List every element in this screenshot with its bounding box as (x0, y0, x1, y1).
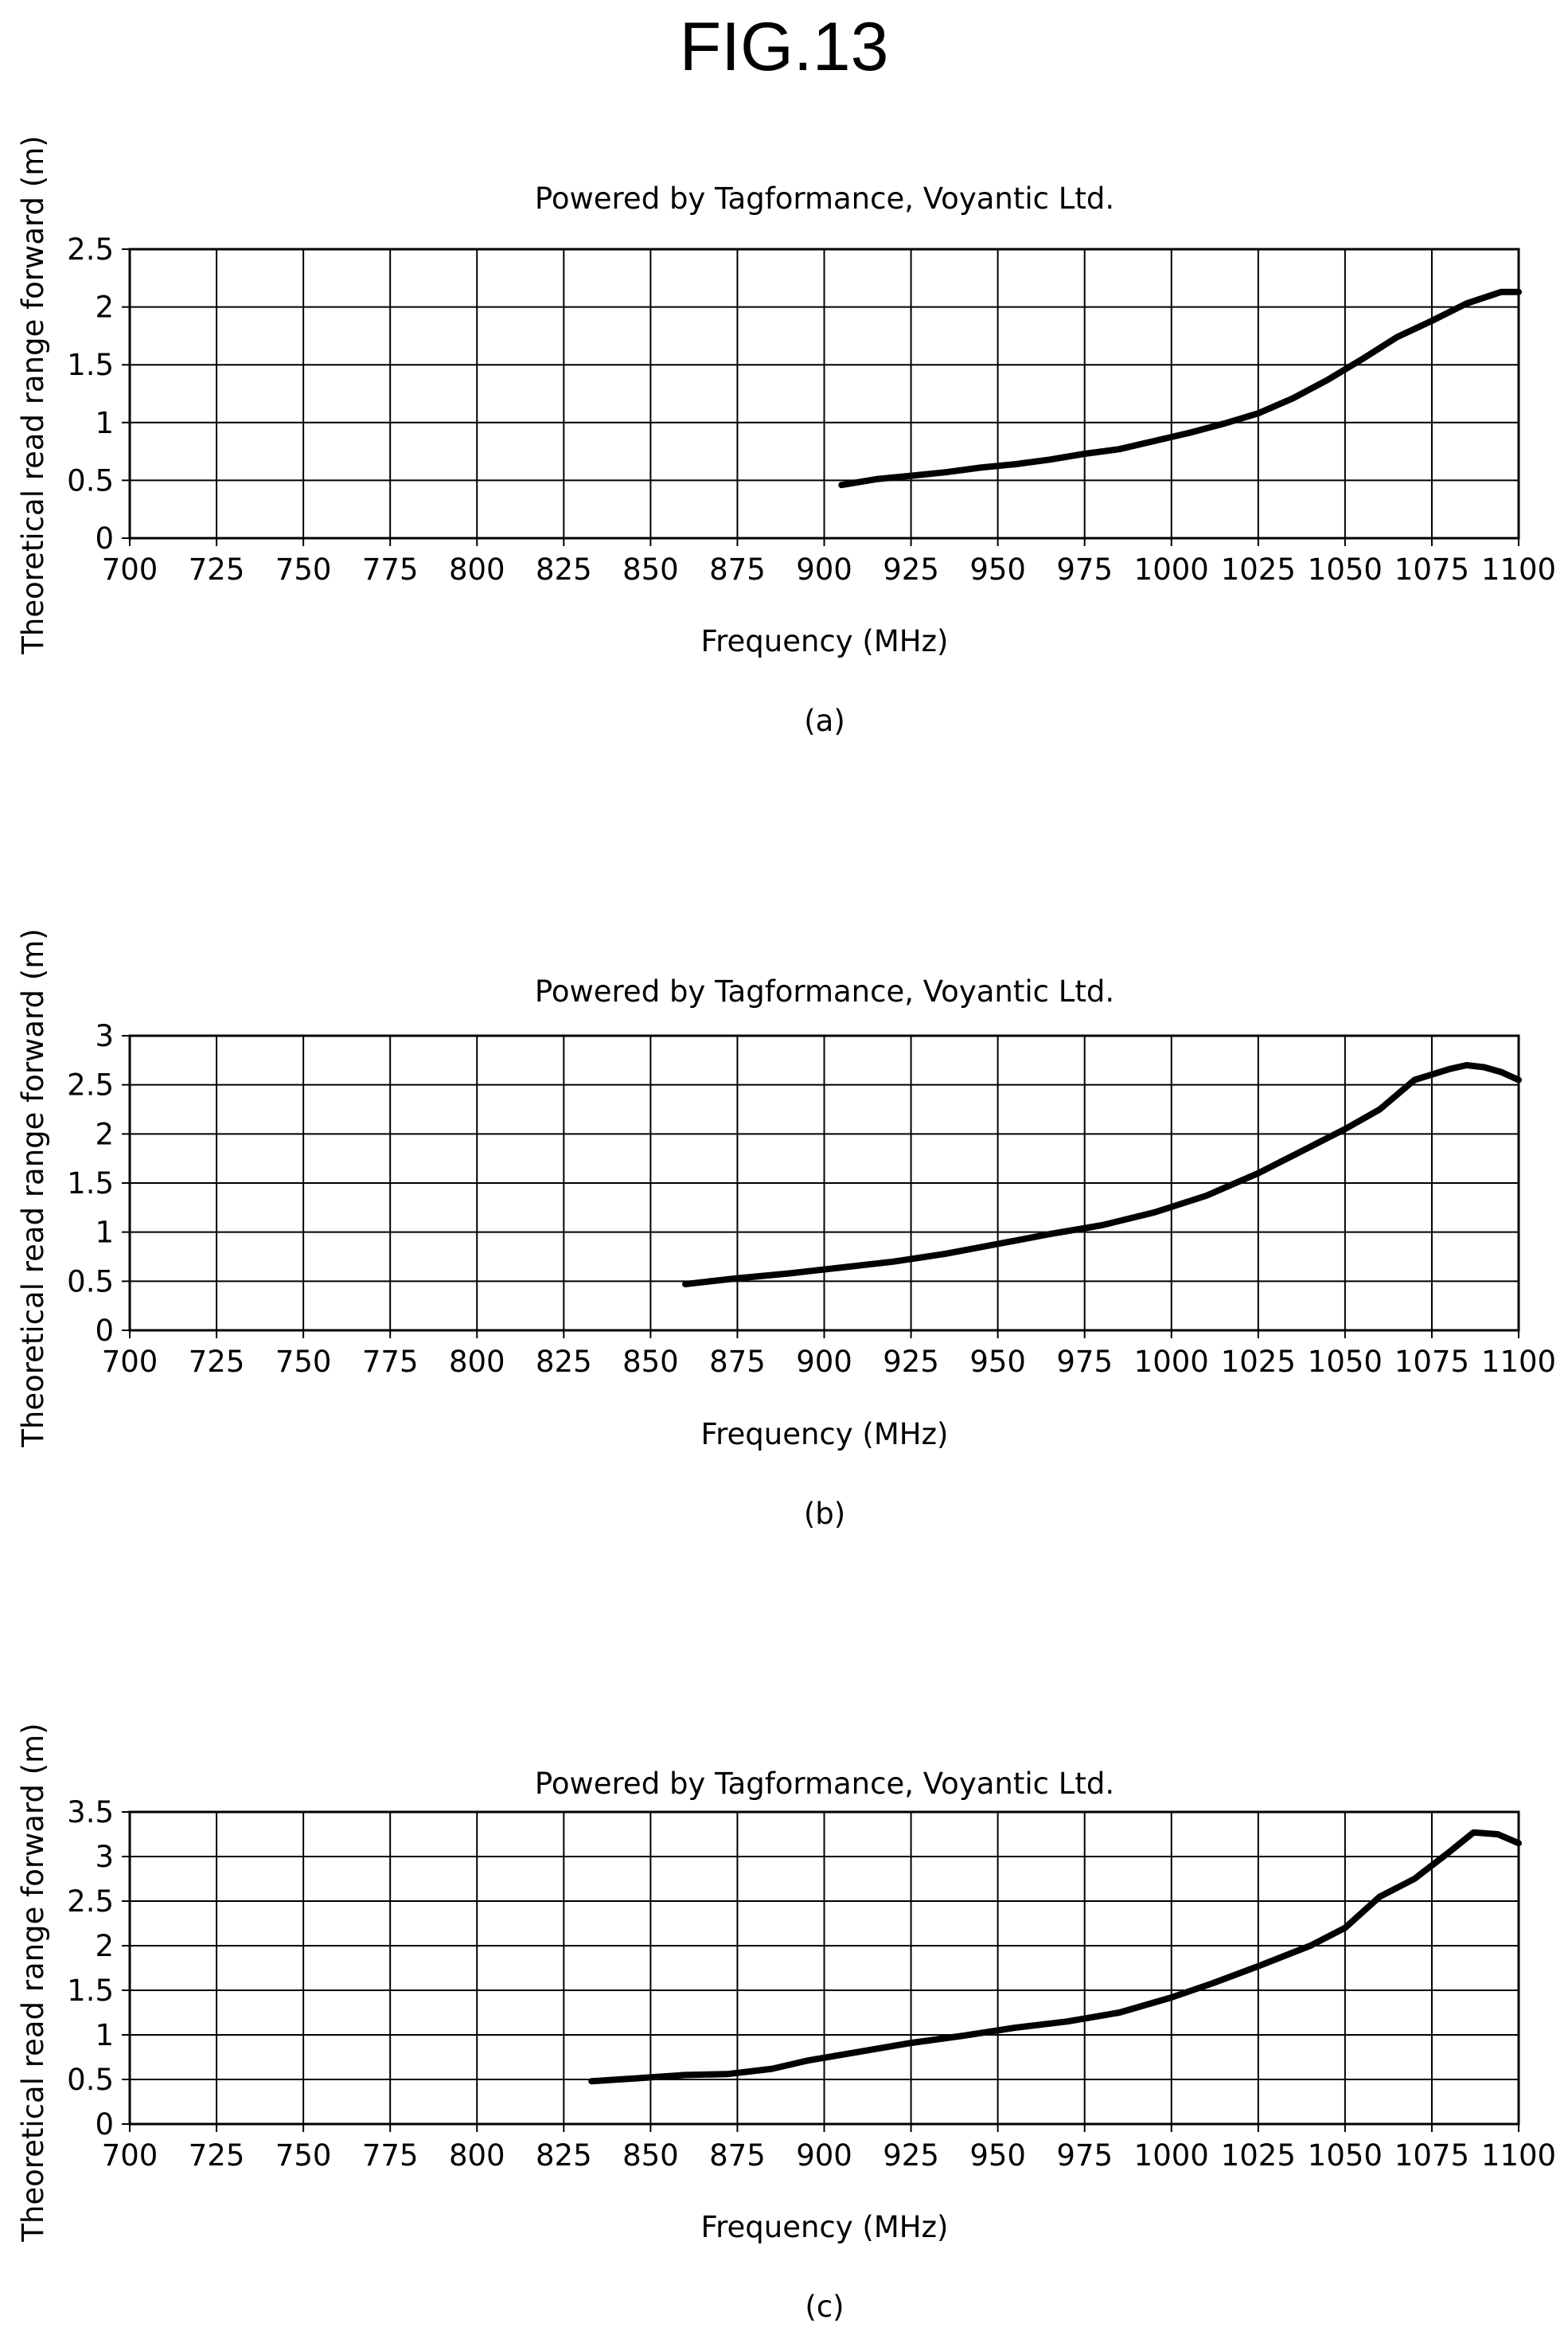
x-axis-label: Frequency (MHz) (701, 624, 949, 658)
y-axis-label: Theoretical read range forward (m) (16, 1723, 50, 2242)
x-tick-label: 725 (189, 553, 245, 587)
chart-b: Powered by Tagformance, Voyantic Ltd. Th… (16, 928, 1556, 1531)
chart-title: Powered by Tagformance, Voyantic Ltd. (535, 182, 1114, 216)
x-tick-label: 1050 (1308, 2138, 1383, 2173)
x-tick-label: 850 (622, 553, 679, 587)
y-tick-label: 0.5 (67, 1264, 114, 1298)
y-axis-label: Theoretical read range forward (m) (16, 928, 50, 1447)
x-tick-label: 1000 (1134, 553, 1209, 587)
x-tick-label: 850 (622, 2138, 679, 2173)
chart-c: Powered by Tagformance, Voyantic Ltd. Th… (16, 1723, 1556, 2324)
x-tick-label: 800 (449, 1345, 505, 1379)
y-tick-label: 0 (95, 521, 114, 556)
x-tick-label: 875 (709, 2138, 766, 2173)
x-tick-label: 925 (883, 1345, 939, 1379)
y-tick-label: 1 (95, 2018, 114, 2052)
y-tick-label: 3 (95, 1840, 114, 1874)
y-tick-label: 2.5 (67, 1068, 114, 1103)
x-tick-label: 900 (796, 2138, 852, 2173)
x-tick-label: 900 (796, 1345, 852, 1379)
x-tick-label: 775 (362, 2138, 419, 2173)
chart-title: Powered by Tagformance, Voyantic Ltd. (535, 1767, 1114, 1801)
y-tick-label: 2.5 (67, 1884, 114, 1919)
plot-frame (128, 248, 1520, 540)
x-tick-label: 925 (883, 2138, 939, 2173)
x-tick-label: 775 (362, 1345, 419, 1379)
x-axis-label: Frequency (MHz) (701, 2210, 949, 2244)
x-tick-label: 1025 (1221, 553, 1296, 587)
x-tick-label: 1075 (1394, 553, 1469, 587)
subfigure-caption: (a) (804, 704, 845, 738)
y-tick-label: 2 (95, 1929, 114, 1963)
y-tick-label: 1.5 (67, 1974, 114, 2008)
y-tick-label: 2.5 (67, 232, 114, 267)
x-tick-label: 1000 (1134, 1345, 1209, 1379)
y-tick-label: 3 (95, 1019, 114, 1053)
x-tick-label: 950 (969, 1345, 1026, 1379)
x-tick-label: 1100 (1481, 553, 1556, 587)
x-tick-label: 750 (275, 2138, 332, 2173)
plot-area: 700 725 750 775 800 825 850 875 900 925 950 975 1000… (67, 1795, 1556, 2173)
series-line (838, 288, 1522, 489)
x-tick-label: 975 (1056, 2138, 1113, 2173)
x-tick-label: 1075 (1394, 1345, 1469, 1379)
x-tick-label: 950 (969, 553, 1026, 587)
x-tick-label: 750 (275, 553, 332, 587)
series-line (588, 1829, 1522, 2085)
x-tick-label: 1100 (1481, 2138, 1556, 2173)
x-tick-label: 725 (189, 2138, 245, 2173)
x-tick-label: 700 (102, 1345, 158, 1379)
y-tick-label: 1.5 (67, 1166, 114, 1201)
x-tick-label: 925 (883, 553, 939, 587)
plot-frame (128, 1034, 1520, 1332)
x-tick-label: 750 (275, 1345, 332, 1379)
x-tick-label: 700 (102, 2138, 158, 2173)
x-tick-label: 950 (969, 2138, 1026, 2173)
x-tick-label: 1050 (1308, 553, 1383, 587)
x-tick-label: 975 (1056, 1345, 1113, 1379)
x-tick-label: 800 (449, 2138, 505, 2173)
y-tick-label: 2 (95, 1117, 114, 1151)
y-axis-label: Theoretical read range forward (m) (16, 135, 50, 654)
y-tick-label: 0 (95, 1314, 114, 1348)
x-tick-label: 900 (796, 553, 852, 587)
y-tick-label: 1 (95, 406, 114, 440)
x-tick-label: 1000 (1134, 2138, 1209, 2173)
x-tick-label: 800 (449, 553, 505, 587)
y-tick-label: 0.5 (67, 2063, 114, 2097)
x-tick-label: 775 (362, 553, 419, 587)
x-tick-label: 850 (622, 1345, 679, 1379)
subfigure-caption: (b) (804, 1497, 845, 1531)
chart-title: Powered by Tagformance, Voyantic Ltd. (535, 974, 1114, 1009)
plot-area: 700 725 750 775 800 825 850 875 900 925 950 975 1000… (67, 232, 1556, 587)
plot-area: 700 725 750 775 800 825 850 875 900 925 950 975 1000… (67, 1019, 1556, 1379)
x-tick-label: 700 (102, 553, 158, 587)
x-tick-label: 825 (536, 2138, 592, 2173)
x-axis-label: Frequency (MHz) (701, 1417, 949, 1451)
x-tick-label: 1100 (1481, 1345, 1556, 1379)
y-tick-label: 0.5 (67, 463, 114, 498)
x-tick-label: 875 (709, 1345, 766, 1379)
x-tick-label: 725 (189, 1345, 245, 1379)
chart-a: Powered by Tagformance, Voyantic Ltd. Th… (16, 135, 1556, 738)
y-tick-label: 1 (95, 1216, 114, 1250)
y-tick-label: 3.5 (67, 1795, 114, 1829)
x-tick-label: 1050 (1308, 1345, 1383, 1379)
y-tick-label: 1.5 (67, 348, 114, 382)
series-line (682, 1062, 1522, 1287)
x-tick-label: 825 (536, 553, 592, 587)
x-tick-label: 875 (709, 553, 766, 587)
y-tick-label: 0 (95, 2107, 114, 2142)
figure-title: FIG.13 (680, 9, 889, 85)
x-tick-label: 1025 (1221, 2138, 1296, 2173)
x-tick-label: 975 (1056, 553, 1113, 587)
x-tick-label: 825 (536, 1345, 592, 1379)
subfigure-caption: (c) (805, 2290, 844, 2324)
y-tick-label: 2 (95, 291, 114, 325)
x-tick-label: 1075 (1394, 2138, 1469, 2173)
x-tick-label: 1025 (1221, 1345, 1296, 1379)
plot-frame (128, 1810, 1520, 2126)
